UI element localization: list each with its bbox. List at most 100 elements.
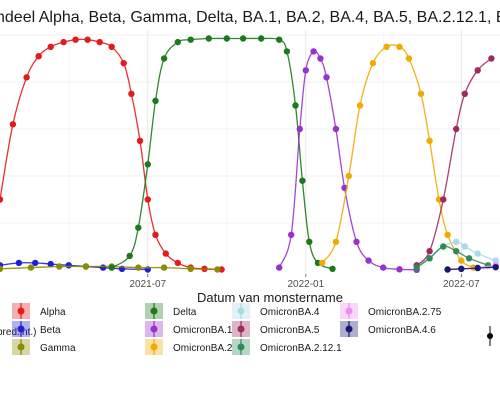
x-tick-label-1: 2022-01 (287, 279, 324, 290)
series-point-10-1 (458, 265, 465, 272)
series-point-3-5 (160, 55, 168, 62)
series-point-8-4 (465, 255, 473, 262)
legend-swatch-point-7 (237, 325, 245, 333)
series-point-0-2 (23, 74, 30, 81)
series-point-7-5 (474, 67, 481, 74)
series-point-4-12 (396, 266, 403, 273)
series-point-6-3 (453, 238, 460, 245)
series-line-3 (111, 37, 333, 270)
series-point-7-1 (426, 248, 433, 255)
series-point-4-2 (296, 125, 303, 133)
series-point-3-13 (283, 48, 291, 55)
series-line-4 (278, 50, 417, 271)
series-point-2-6 (160, 264, 168, 271)
legend-label-9: OmicronBA.2.75 (368, 307, 442, 318)
series-point-2-8 (214, 266, 221, 273)
legend-item-omicronba-4: OmicronBA.4 (232, 303, 320, 319)
series-line-10 (447, 266, 496, 271)
series-point-4-9 (353, 238, 360, 245)
legend-swatch-point-6 (237, 307, 245, 315)
series-point-4-1 (288, 231, 295, 238)
series-point-10-0 (444, 266, 451, 273)
chart-title: ndeel Alpha, Beta, Gamma, Delta, BA.1, B… (0, 9, 500, 26)
series-point-3-11 (258, 35, 265, 42)
series-point-5-4 (369, 60, 377, 67)
series-point-0-3 (35, 53, 42, 60)
legend-item-omicronba-2-12-1: OmicronBA.2.12.1 (232, 339, 342, 355)
series-point-10-2 (474, 264, 481, 272)
series-point-3-8 (205, 35, 212, 42)
series-point-0-11 (128, 90, 135, 98)
legend-label-7: OmicronBA.5 (260, 325, 320, 336)
legend-swatch-point-2 (17, 343, 25, 351)
series-point-3-7 (187, 36, 194, 43)
series-point-6-6 (492, 257, 499, 264)
series-point-0-12 (136, 137, 144, 144)
series-point-2-1 (27, 264, 35, 271)
legend: Alpha Beta Gamma Delta OmicronBA.1 OmicronBA.… (12, 303, 442, 355)
series-point-4-5 (317, 55, 324, 62)
series-point-3-0 (108, 264, 115, 271)
series-point-3-10 (239, 35, 247, 42)
series-point-0-13 (144, 196, 151, 203)
series-point-8-0 (413, 264, 420, 271)
series-point-3-15 (299, 177, 306, 184)
legend-label-2: Gamma (40, 343, 76, 354)
series-omicronba-4-6 (444, 264, 499, 273)
series-point-1-1 (15, 259, 23, 267)
legend-label-10: OmicronBA.4.6 (368, 325, 436, 336)
series-point-3-2 (135, 224, 142, 231)
series-point-5-11 (444, 231, 451, 238)
series-point-1-6 (99, 264, 107, 271)
series-omicronba-2 (319, 43, 477, 271)
legend-item-omicronba-5: OmicronBA.5 (232, 321, 320, 337)
legend-label-4: OmicronBA.1 (173, 325, 233, 336)
series-point-5-8 (417, 90, 425, 98)
series-point-3-18 (329, 265, 336, 272)
series-point-2-7 (187, 265, 194, 272)
series-point-8-1 (426, 255, 433, 262)
series-point-8-2 (440, 243, 447, 250)
series-point-8-3 (453, 248, 460, 255)
legend-label-3: Delta (173, 307, 197, 318)
legend-item-omicronba-4-6: OmicronBA.4.6 (340, 321, 436, 337)
series-point-4-0 (276, 264, 283, 271)
series-point-5-5 (383, 43, 390, 50)
series-point-0-0 (0, 196, 4, 203)
legend-swatch-point-5 (150, 343, 158, 351)
legend-label-5: OmicronBA.2 (173, 343, 233, 354)
series-point-2-0 (0, 265, 4, 272)
x-tick-label-2: 2022-07 (443, 279, 480, 290)
extra-legend-key (487, 326, 493, 346)
series-point-7-6 (488, 55, 495, 62)
series-point-4-6 (323, 74, 330, 81)
series-point-5-2 (345, 172, 352, 180)
series-point-7-3 (453, 125, 460, 133)
series-omicronba-2-12-1 (413, 243, 492, 271)
legend-label-0: Alpha (40, 307, 66, 318)
series-point-1-4 (65, 262, 72, 269)
series-point-5-12 (458, 257, 465, 264)
legend-item-omicronba-2: OmicronBA.2 (145, 339, 233, 355)
series-point-3-6 (174, 38, 181, 46)
series-point-5-9 (426, 137, 433, 144)
series-point-0-6 (72, 36, 79, 43)
series-point-0-7 (84, 36, 91, 43)
series-point-0-1 (9, 121, 17, 128)
series-point-4-4 (310, 48, 317, 55)
series-point-4-10 (365, 257, 372, 264)
series-point-0-9 (108, 43, 115, 50)
series-point-4-11 (380, 264, 387, 271)
series-point-1-2 (32, 259, 39, 267)
series-point-5-3 (356, 102, 364, 109)
series-point-0-15 (162, 250, 169, 257)
series-line-7 (416, 57, 492, 266)
series-point-3-4 (152, 97, 159, 105)
series-point-0-8 (96, 38, 103, 46)
series-point-0-14 (152, 231, 159, 238)
legend-swatch-point-3 (150, 307, 158, 315)
series-point-3-3 (144, 161, 151, 168)
series-delta (108, 35, 336, 272)
series-point-2-2 (56, 263, 63, 270)
series-point-3-12 (276, 36, 283, 43)
